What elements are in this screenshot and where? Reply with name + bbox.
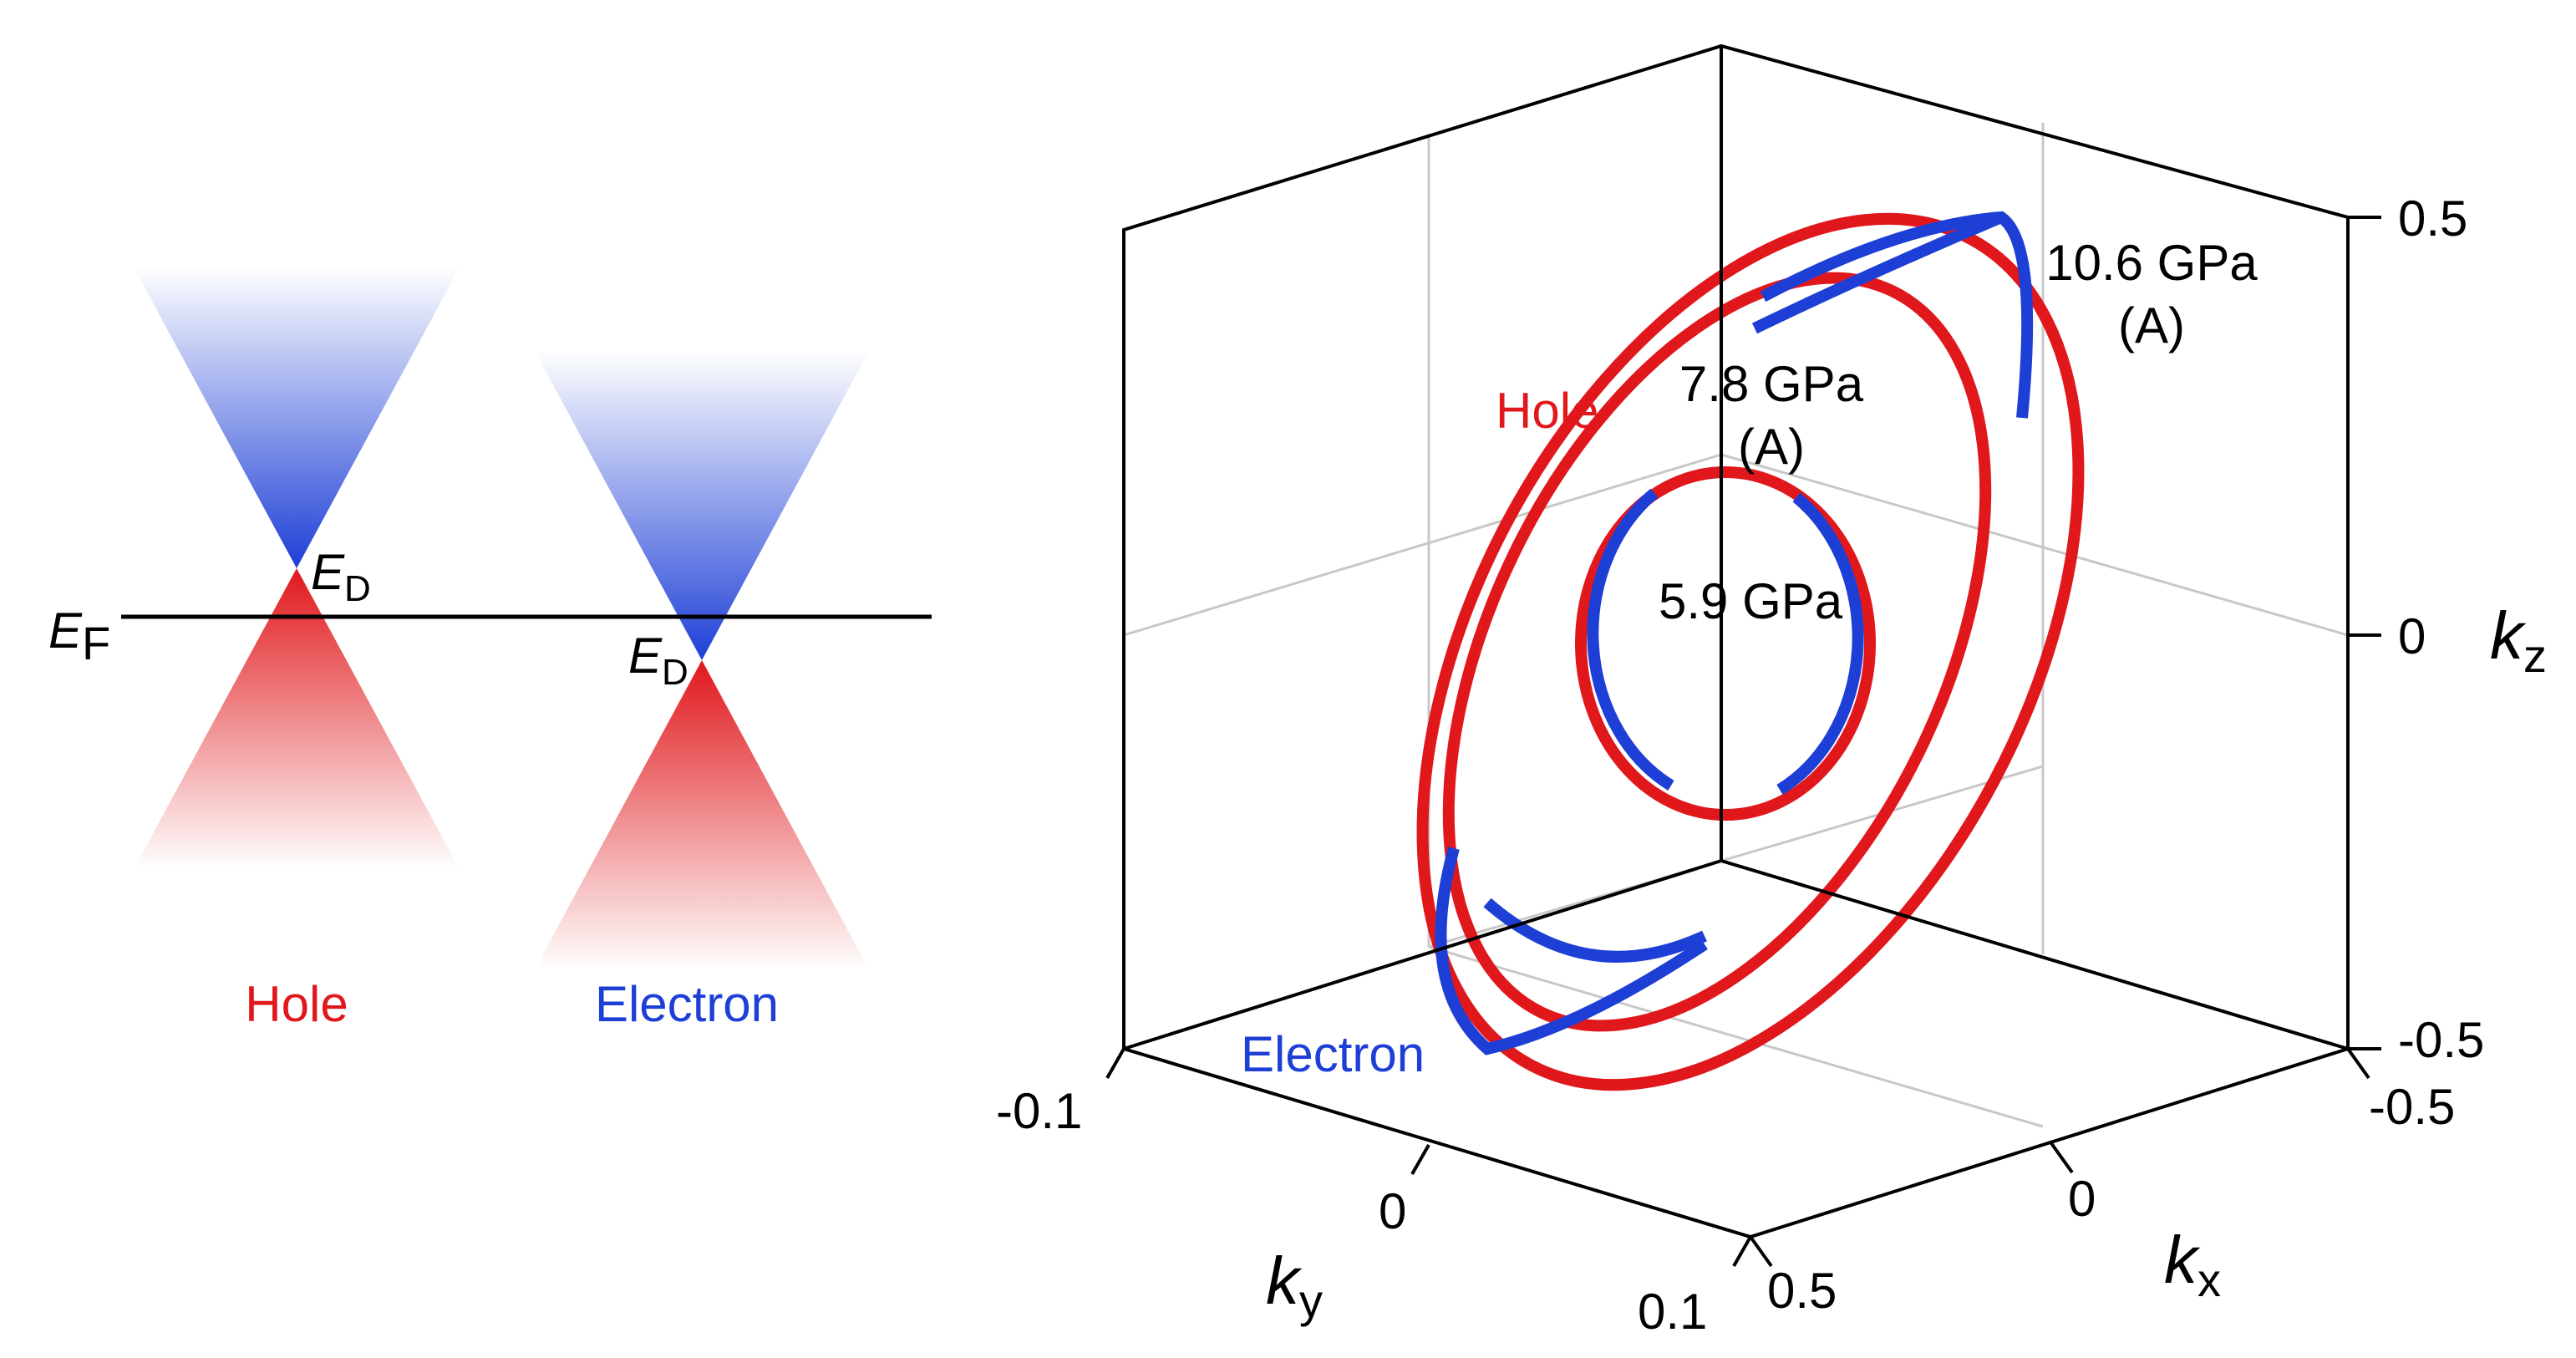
kx-tick-right: 0.5 — [1767, 1263, 1837, 1319]
electron-label-right: Electron — [1241, 1026, 1425, 1082]
dirac-point-label-hole: ED — [311, 544, 371, 609]
curve-7-8-gpa-electron-segment — [1483, 211, 2004, 963]
ky-axis-label: ky — [1266, 1244, 1323, 1327]
hole-label-left: Hole — [245, 976, 348, 1032]
ky-tick-right: 0.1 — [1638, 1284, 1707, 1340]
label-10-6-gpa: 10.6 GPa — [2045, 235, 2258, 291]
label-7-8-gpa-sub: (A) — [1738, 419, 1805, 475]
axis-box — [1105, 43, 2381, 1268]
curve-7-8-gpa — [1442, 272, 1992, 1032]
hole-pocket-upper-cone — [134, 267, 460, 568]
dirac-cone-diagram: EF ED ED Hole Electron — [48, 267, 932, 1032]
label-10-6-gpa-sub: (A) — [2118, 298, 2185, 353]
curve-5-9-gpa-electron-segment — [1587, 488, 1864, 795]
kz-tick-top: 0.5 — [2398, 191, 2467, 247]
curve-5-9-gpa — [1575, 466, 1876, 821]
fermi-surface-3d-plot: 0.5 0 -0.5 kz -0.5 0 0.5 kx -0.1 0 0.1 k… — [996, 43, 2547, 1340]
ky-tick-mid: 0 — [1379, 1183, 1406, 1239]
electron-pocket-lower-cone — [535, 660, 869, 969]
label-5-9-gpa: 5.9 GPa — [1659, 573, 1843, 629]
dirac-point-label-electron: ED — [628, 628, 688, 693]
kx-tick-mid: 0 — [2068, 1171, 2096, 1227]
curve-10-6-gpa-electron-segment — [1435, 211, 2034, 1055]
kx-tick-left: -0.5 — [2369, 1079, 2455, 1135]
hole-label-right: Hole — [1496, 383, 1598, 439]
ky-tick-left: -0.1 — [996, 1083, 1082, 1139]
electron-pocket-upper-cone — [535, 351, 869, 660]
hole-pocket-lower-cone — [134, 568, 460, 869]
label-7-8-gpa: 7.8 GPa — [1679, 356, 1864, 412]
kz-tick-bottom: -0.5 — [2398, 1012, 2484, 1068]
electron-label-left: Electron — [595, 976, 779, 1032]
fermi-level-label: EF — [48, 603, 110, 669]
kz-tick-mid: 0 — [2398, 608, 2426, 664]
fermi-surface-curves — [1416, 211, 2085, 1091]
curve-10-6-gpa — [1416, 212, 2085, 1091]
kz-axis-label: kz — [2490, 598, 2547, 682]
kx-axis-label: kx — [2164, 1223, 2221, 1306]
